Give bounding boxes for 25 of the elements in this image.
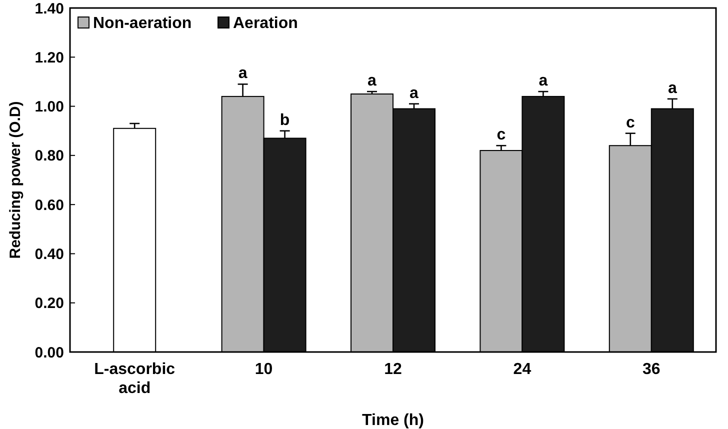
- x-tick-label: 10: [254, 361, 273, 378]
- x-tick-label: 36: [642, 361, 660, 378]
- annotation: a: [668, 80, 677, 97]
- x-tick-label: 12: [384, 361, 402, 378]
- annotation: b: [280, 112, 290, 129]
- y-tick-label: 0.00: [34, 344, 64, 362]
- y-tick-label: 1.20: [34, 49, 64, 66]
- annotation: a: [238, 65, 248, 82]
- legend-label: Aeration: [233, 15, 298, 32]
- annotation: a: [538, 72, 548, 90]
- legend-label: Non-aeration: [93, 15, 192, 32]
- y-tick-label: 1.00: [34, 98, 64, 116]
- annotation: c: [626, 114, 635, 132]
- y-tick-label: 1.40: [34, 0, 64, 18]
- y-tick-label: 0.60: [34, 196, 64, 214]
- y-axis-title: Reducing power (O.D): [7, 101, 24, 259]
- annotation: a: [368, 72, 377, 90]
- annotation: c: [496, 126, 506, 144]
- y-tick-label: 0.80: [34, 148, 64, 165]
- y-tick-label: 0.20: [34, 295, 64, 312]
- x-tick-label: 24: [513, 361, 532, 378]
- y-tick-label: 0.40: [34, 246, 64, 263]
- x-tick-label: L-ascorbic acid: [94, 361, 176, 397]
- x-axis-title: Time (h): [362, 412, 424, 429]
- annotation: a: [410, 84, 419, 102]
